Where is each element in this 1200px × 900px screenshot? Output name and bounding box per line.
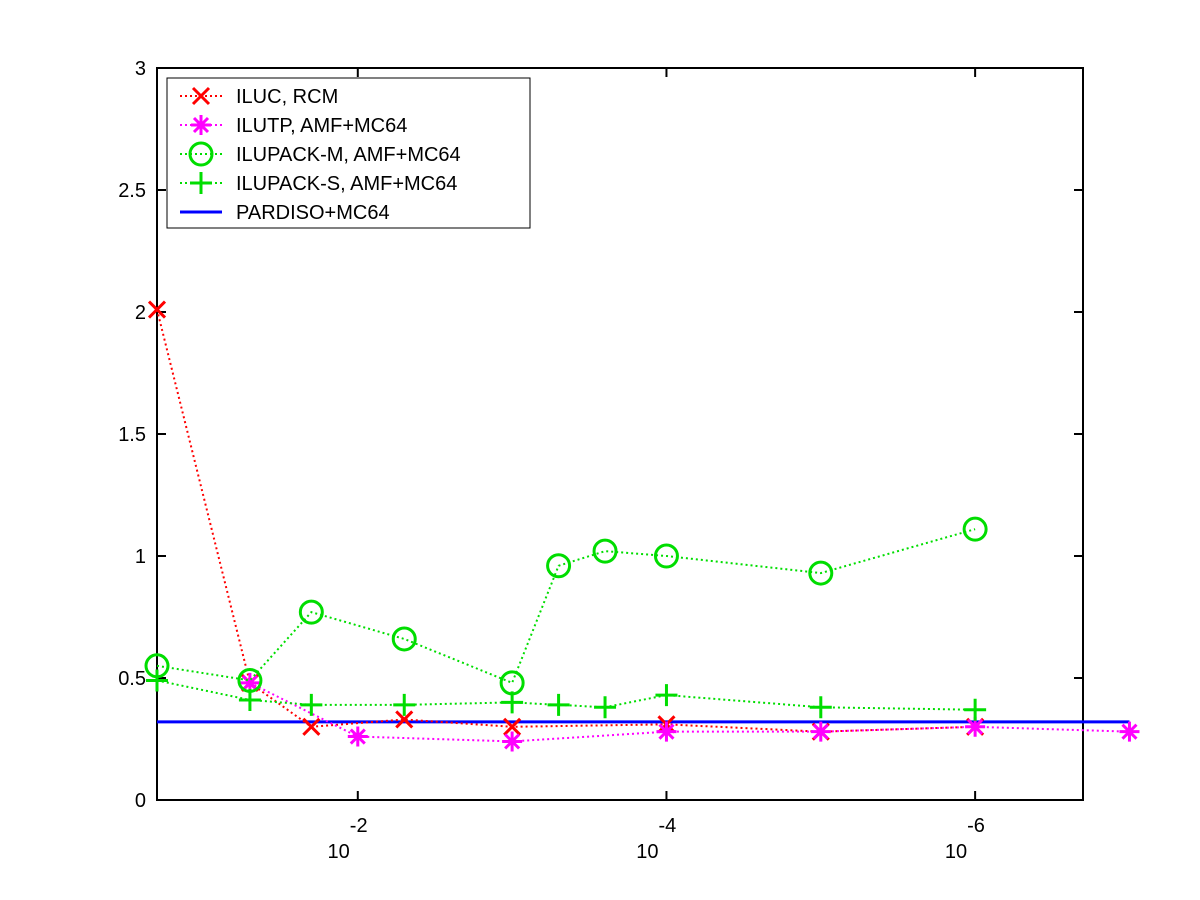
y-tick-label: 0	[135, 790, 146, 812]
data-point	[809, 696, 832, 719]
legend-item: ILUC, RCM	[180, 86, 338, 108]
legend-item: ILUPACK-S, AMF+MC64	[180, 172, 457, 195]
legend: ILUC, RCM ILUTP, AMF+MC64 ILUPACK-M, AMF+M…	[166, 77, 531, 229]
data-point	[147, 300, 167, 319]
data-point	[298, 599, 324, 625]
series-line	[156, 679, 976, 711]
y-tick-label: 2.5	[118, 180, 146, 202]
legend-item: ILUPACK-M, AMF+MC64	[180, 141, 461, 167]
legend-marker	[191, 86, 211, 106]
data-point	[594, 696, 617, 719]
data-point	[239, 672, 260, 693]
x-tick-exponent: -2	[350, 815, 368, 837]
legend-box	[166, 77, 531, 229]
legend-marker	[191, 115, 211, 135]
y-tick-label: 1	[135, 546, 146, 568]
series-layer	[144, 300, 1140, 752]
legend-label: ILUPACK-M, AMF+MC64	[236, 144, 461, 166]
data-point	[808, 560, 834, 586]
data-point	[962, 516, 988, 542]
data-point	[347, 726, 368, 747]
data-point	[656, 721, 677, 742]
legend-item: ILUTP, AMF+MC64	[180, 115, 407, 137]
data-point	[502, 731, 523, 752]
data-point	[238, 688, 261, 711]
data-point	[391, 626, 417, 652]
legend-label: ILUC, RCM	[236, 86, 338, 108]
data-point	[546, 553, 572, 579]
x-tick-base: 10	[328, 841, 350, 863]
data-point	[965, 716, 986, 737]
y-tick-label: 0.5	[118, 668, 146, 690]
series-2	[144, 516, 988, 696]
data-point	[395, 710, 414, 729]
x-axis: 10-210-410-6	[328, 68, 985, 863]
data-point	[300, 693, 323, 716]
data-point	[964, 698, 987, 721]
y-tick-label: 3	[135, 58, 146, 80]
legend-label: ILUPACK-S, AMF+MC64	[236, 173, 457, 195]
legend-label: PARDISO+MC64	[236, 202, 390, 224]
legend-item: PARDISO+MC64	[180, 202, 390, 224]
legend-marker	[188, 141, 214, 167]
data-point	[503, 717, 522, 736]
legend-label: ILUTP, AMF+MC64	[236, 115, 407, 137]
x-tick-exponent: -6	[967, 815, 985, 837]
x-tick-base: 10	[636, 841, 658, 863]
data-point	[655, 684, 678, 707]
legend-marker	[190, 172, 212, 194]
data-point	[592, 538, 618, 564]
data-point	[302, 717, 321, 736]
data-point	[1119, 721, 1140, 742]
data-point	[393, 693, 416, 716]
y-tick-label: 1.5	[118, 424, 146, 446]
data-point	[547, 693, 570, 716]
y-tick-label: 2	[135, 302, 146, 324]
data-point	[501, 691, 524, 714]
data-point	[653, 543, 679, 569]
data-point	[146, 669, 168, 692]
series-3	[146, 669, 987, 721]
series-1	[239, 672, 1140, 752]
x-tick-exponent: -4	[658, 815, 676, 837]
x-tick-base: 10	[945, 841, 967, 863]
data-point	[810, 721, 831, 742]
